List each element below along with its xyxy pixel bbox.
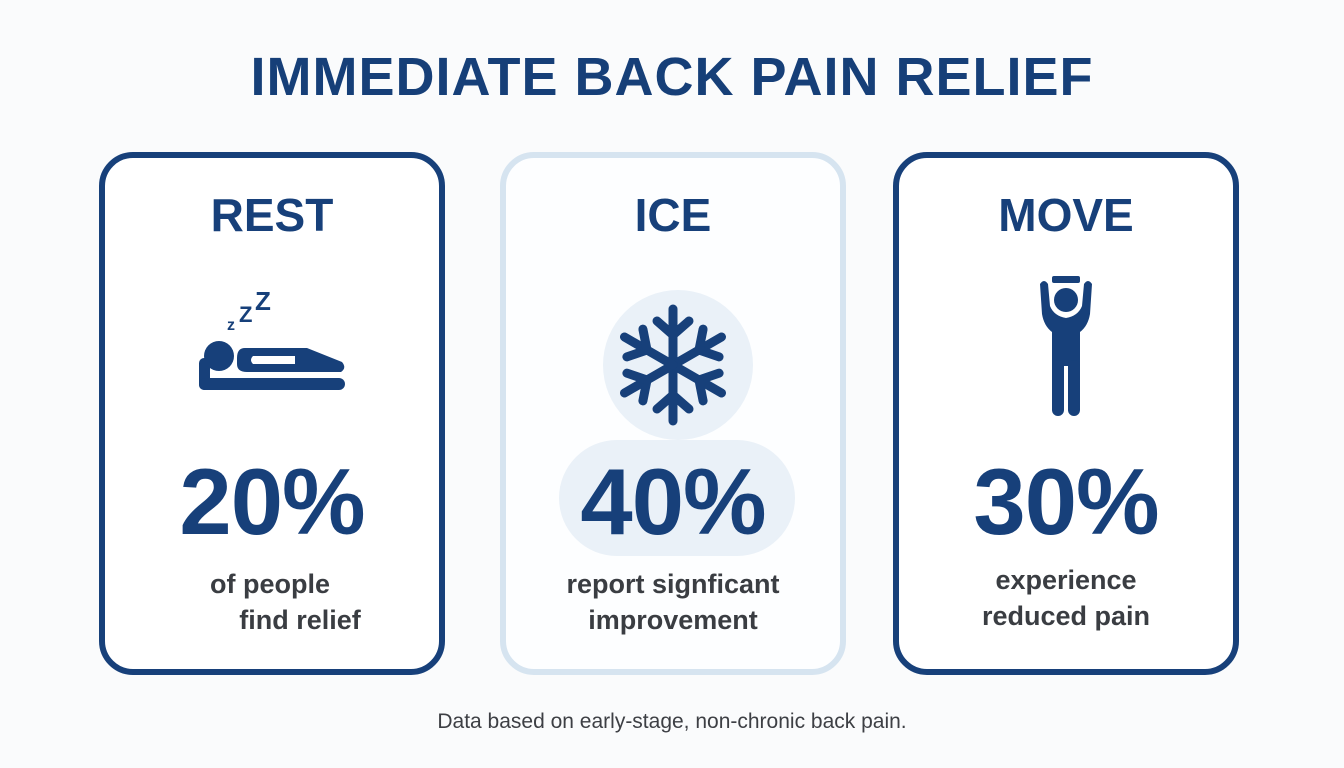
card-title: MOVE	[998, 189, 1134, 241]
card-title: REST	[210, 189, 334, 241]
svg-text:z: z	[227, 317, 235, 334]
card-move: MOVE 30% experience reduced pain	[893, 152, 1239, 675]
stat-value: 40%	[580, 449, 766, 554]
card-ice: ICE 40% report signficant improvement	[500, 152, 846, 675]
page-title: IMMEDIATE BACK PAIN RELIEF	[250, 47, 1094, 107]
svg-text:Z: Z	[255, 286, 271, 316]
desc-line-2: reduced pain	[981, 601, 1151, 631]
stat-value: 30%	[973, 449, 1159, 554]
stat-value: 20%	[179, 449, 365, 554]
stat-highlight-pill	[559, 440, 795, 556]
sleeping-person-icon: z Z Z	[105, 286, 439, 401]
stat-description: of people find relief	[105, 566, 439, 638]
desc-line-2: improvement	[588, 605, 758, 635]
snowflake-icon	[506, 302, 840, 433]
stat-description: experience reduced pain	[899, 562, 1233, 634]
svg-text:Z: Z	[239, 302, 252, 327]
card-title: ICE	[634, 189, 712, 241]
footnote: Data based on early-stage, non-chronic b…	[437, 710, 907, 733]
desc-line-2: find relief	[239, 605, 361, 635]
desc-line-1: report signficant	[566, 569, 780, 599]
card-rest: REST z Z Z 20% of people find relief	[99, 152, 445, 675]
stretching-person-icon	[899, 276, 1233, 423]
desc-line-1: of people	[210, 569, 330, 599]
stat-description: report signficant improvement	[506, 566, 840, 638]
desc-line-1: experience	[995, 565, 1137, 595]
